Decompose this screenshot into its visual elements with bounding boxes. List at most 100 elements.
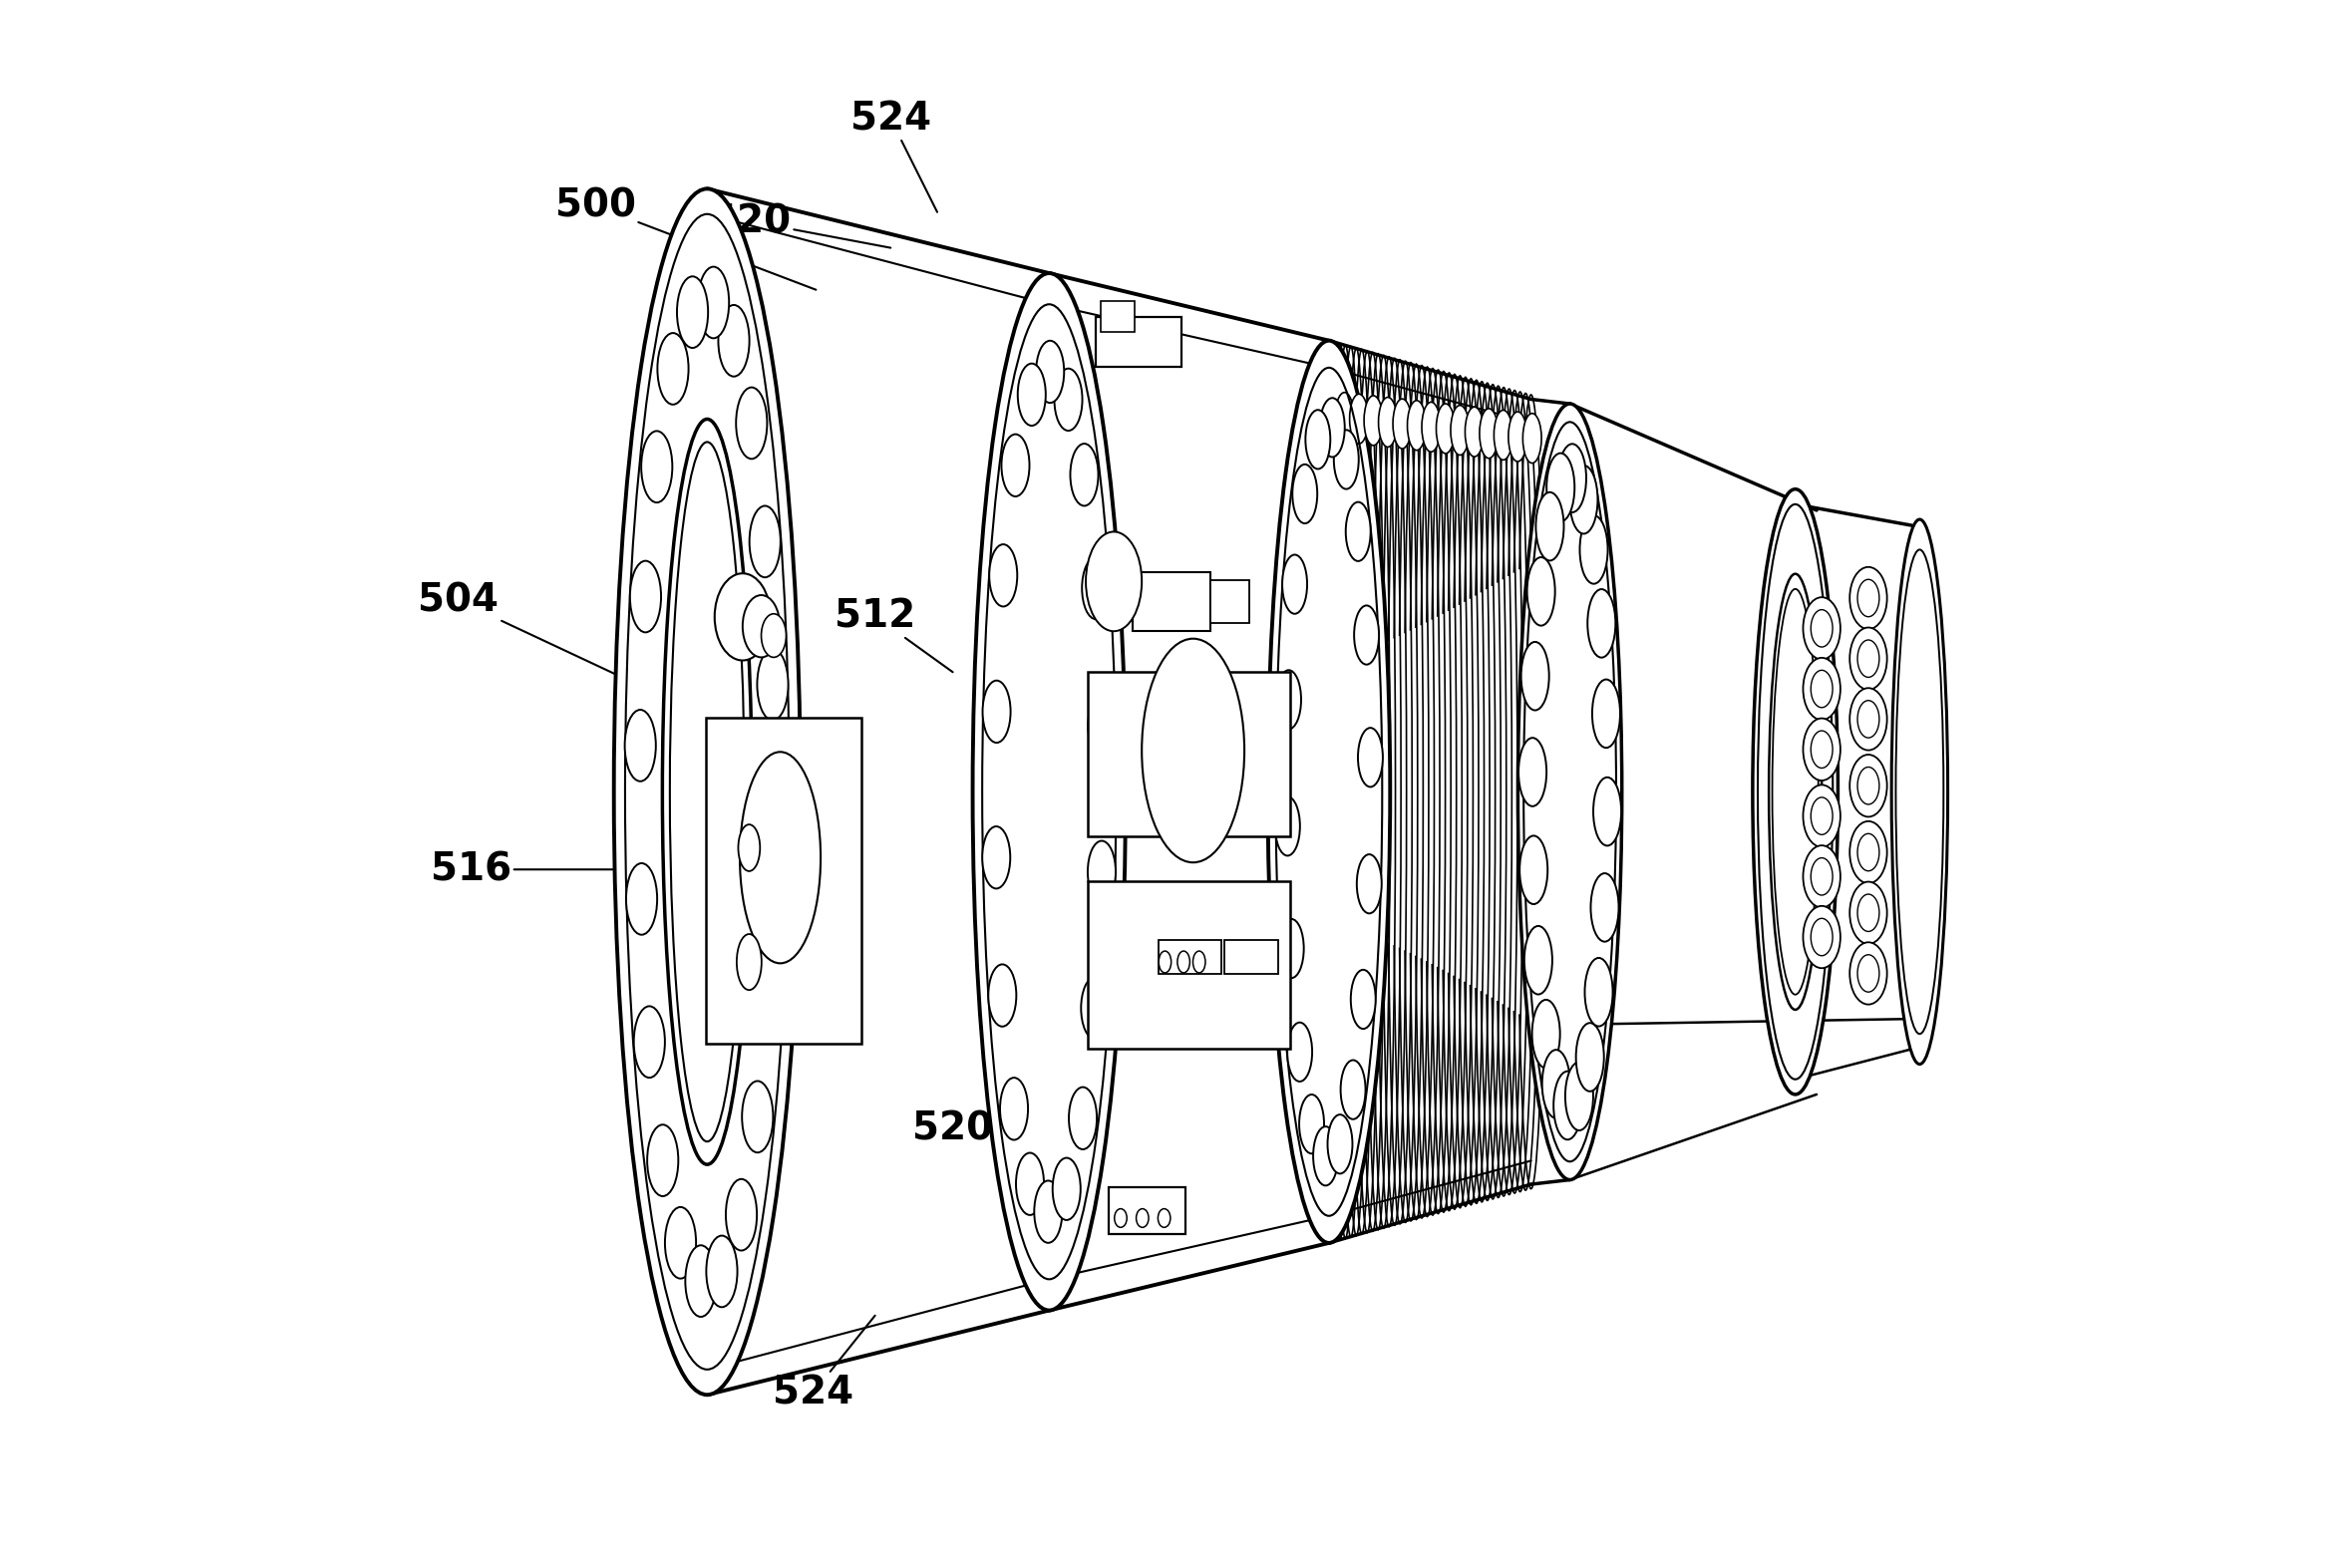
Bar xyxy=(1225,941,1279,974)
Ellipse shape xyxy=(1849,688,1887,750)
Ellipse shape xyxy=(1352,969,1375,1029)
Ellipse shape xyxy=(725,1179,756,1251)
Ellipse shape xyxy=(1554,1071,1582,1140)
Ellipse shape xyxy=(742,1080,772,1152)
Ellipse shape xyxy=(1565,1062,1594,1131)
Ellipse shape xyxy=(760,613,786,657)
Ellipse shape xyxy=(657,332,688,405)
Ellipse shape xyxy=(1450,405,1469,455)
Ellipse shape xyxy=(1277,670,1300,729)
Ellipse shape xyxy=(662,419,751,1165)
Ellipse shape xyxy=(1802,786,1840,847)
Ellipse shape xyxy=(1542,1051,1570,1118)
Ellipse shape xyxy=(1802,906,1840,967)
Text: 516: 516 xyxy=(430,850,695,889)
Text: 520: 520 xyxy=(711,202,890,248)
Ellipse shape xyxy=(1016,1152,1044,1215)
Ellipse shape xyxy=(1089,695,1117,757)
Ellipse shape xyxy=(1335,392,1354,442)
Ellipse shape xyxy=(1293,464,1317,524)
Text: 520: 520 xyxy=(1021,535,1103,574)
Text: 504: 504 xyxy=(418,582,657,695)
Ellipse shape xyxy=(641,431,671,502)
Ellipse shape xyxy=(972,273,1127,1311)
Ellipse shape xyxy=(1802,597,1840,660)
Ellipse shape xyxy=(1115,1209,1127,1228)
Bar xyxy=(1134,572,1211,632)
Ellipse shape xyxy=(1378,397,1396,447)
Ellipse shape xyxy=(1350,394,1368,444)
Ellipse shape xyxy=(1345,502,1371,561)
Ellipse shape xyxy=(1495,411,1511,459)
Bar xyxy=(706,717,861,1044)
Ellipse shape xyxy=(1019,364,1047,425)
Ellipse shape xyxy=(1521,641,1549,710)
Ellipse shape xyxy=(988,964,1016,1027)
Ellipse shape xyxy=(1087,840,1115,903)
Ellipse shape xyxy=(1408,400,1427,450)
Ellipse shape xyxy=(1849,627,1887,690)
Ellipse shape xyxy=(1591,873,1619,942)
Ellipse shape xyxy=(1070,444,1098,506)
Ellipse shape xyxy=(737,387,767,459)
Ellipse shape xyxy=(742,596,779,657)
Ellipse shape xyxy=(615,188,800,1396)
Ellipse shape xyxy=(1509,412,1528,461)
Ellipse shape xyxy=(685,1245,716,1317)
Ellipse shape xyxy=(1328,1115,1352,1173)
Ellipse shape xyxy=(1558,444,1587,513)
Ellipse shape xyxy=(1591,679,1619,748)
Ellipse shape xyxy=(1035,1181,1063,1243)
Ellipse shape xyxy=(1002,434,1030,497)
Ellipse shape xyxy=(706,1236,737,1308)
Ellipse shape xyxy=(1892,519,1948,1065)
Text: 512: 512 xyxy=(836,597,953,673)
Text: 500: 500 xyxy=(554,187,817,290)
Ellipse shape xyxy=(1849,568,1887,629)
Ellipse shape xyxy=(1575,1022,1603,1091)
Ellipse shape xyxy=(1267,340,1389,1243)
Bar xyxy=(1159,941,1220,974)
Ellipse shape xyxy=(739,825,760,872)
Ellipse shape xyxy=(1849,942,1887,1005)
Ellipse shape xyxy=(1333,430,1359,489)
Ellipse shape xyxy=(1436,403,1455,453)
Text: 520: 520 xyxy=(913,1110,993,1148)
Ellipse shape xyxy=(1580,516,1608,583)
Bar xyxy=(1089,673,1291,836)
Ellipse shape xyxy=(983,681,1012,743)
Bar xyxy=(1089,881,1291,1049)
Ellipse shape xyxy=(664,1207,697,1278)
Ellipse shape xyxy=(749,506,782,577)
Ellipse shape xyxy=(627,864,657,935)
Ellipse shape xyxy=(1849,754,1887,817)
Ellipse shape xyxy=(1281,555,1307,613)
Ellipse shape xyxy=(1523,927,1551,994)
Ellipse shape xyxy=(676,276,709,348)
Text: 516: 516 xyxy=(1066,989,1155,1040)
Ellipse shape xyxy=(1533,1000,1561,1068)
Ellipse shape xyxy=(1000,1077,1028,1140)
Ellipse shape xyxy=(713,574,770,660)
Ellipse shape xyxy=(624,710,655,781)
Ellipse shape xyxy=(1770,574,1821,1010)
Ellipse shape xyxy=(648,1124,678,1196)
Ellipse shape xyxy=(1535,492,1563,561)
Ellipse shape xyxy=(1547,453,1575,522)
Ellipse shape xyxy=(1340,1060,1366,1120)
Ellipse shape xyxy=(1178,952,1190,972)
Ellipse shape xyxy=(1082,557,1110,619)
Ellipse shape xyxy=(1528,557,1556,626)
Ellipse shape xyxy=(1392,398,1411,448)
Ellipse shape xyxy=(1314,1126,1338,1185)
Ellipse shape xyxy=(1359,728,1382,787)
Ellipse shape xyxy=(1519,739,1547,806)
Ellipse shape xyxy=(1136,1209,1148,1228)
Ellipse shape xyxy=(1159,952,1171,972)
Ellipse shape xyxy=(1802,659,1840,720)
Ellipse shape xyxy=(1157,1209,1171,1228)
Ellipse shape xyxy=(1141,638,1244,862)
Ellipse shape xyxy=(1279,919,1305,978)
Ellipse shape xyxy=(1570,466,1598,533)
Ellipse shape xyxy=(1035,340,1063,403)
